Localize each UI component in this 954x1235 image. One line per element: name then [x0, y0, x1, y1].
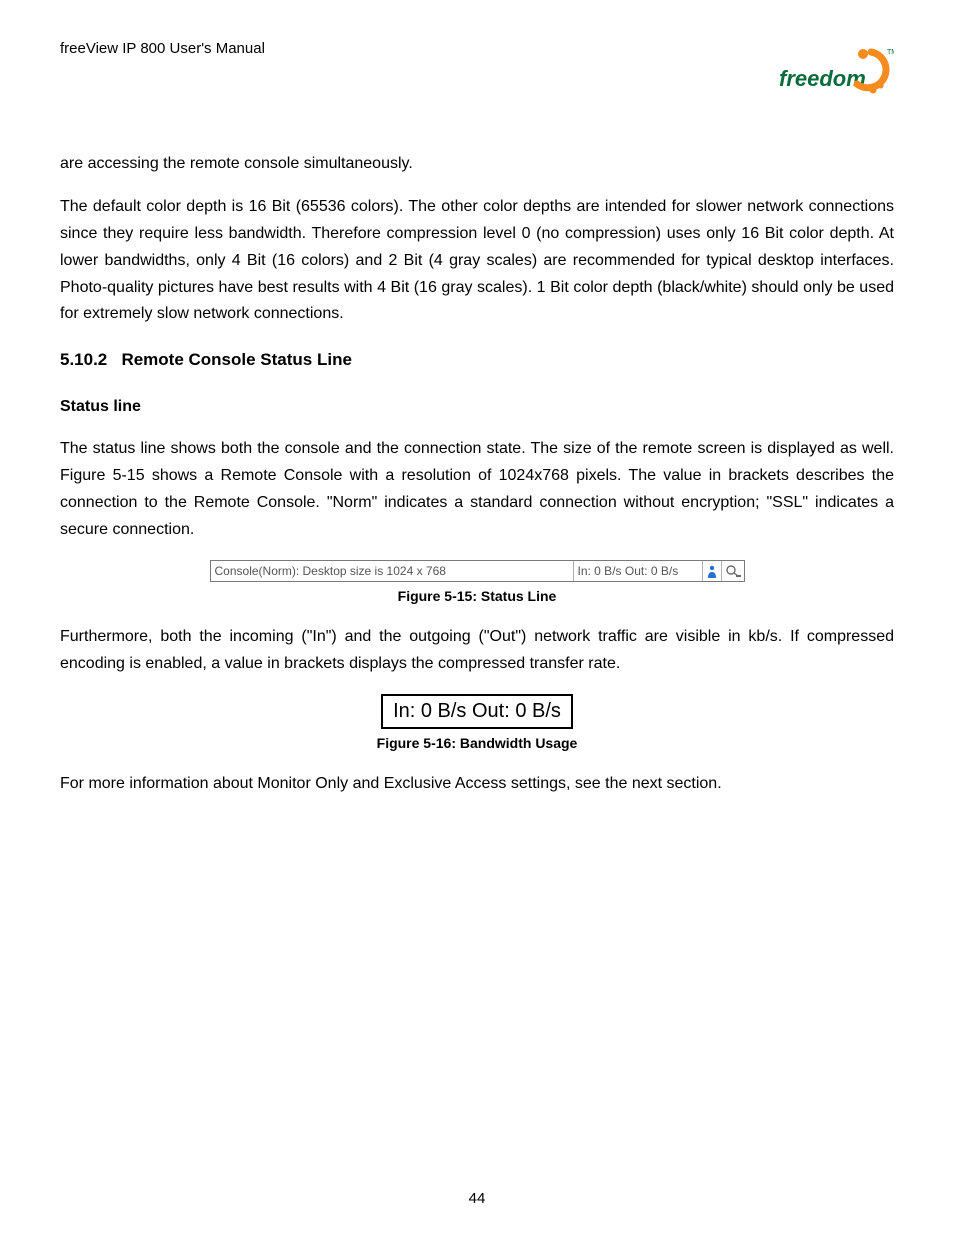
- paragraph-traffic-desc: Furthermore, both the incoming ("In") an…: [60, 624, 894, 678]
- freedom9-logo: freedom TM: [779, 46, 894, 103]
- status-console-info: Console(Norm): Desktop size is 1024 x 76…: [211, 561, 574, 581]
- status-bandwidth: In: 0 B/s Out: 0 B/s: [574, 561, 703, 581]
- user-blue-icon: [703, 561, 722, 581]
- bandwidth-box: In: 0 B/s Out: 0 B/s: [381, 694, 573, 729]
- page-header: freeView IP 800 User's Manual freedom TM: [60, 38, 894, 103]
- figure-5-15-caption: Figure 5-15: Status Line: [60, 588, 894, 604]
- paragraph-continuation: are accessing the remote console simulta…: [60, 151, 894, 178]
- document-title: freeView IP 800 User's Manual: [60, 40, 265, 57]
- section-heading: 5.10.2 Remote Console Status Line: [60, 350, 894, 370]
- logo-text: freedom: [779, 66, 866, 91]
- magnifier-icon: [722, 561, 744, 581]
- figure-5-16-caption: Figure 5-16: Bandwidth Usage: [60, 735, 894, 751]
- figure-5-16: In: 0 B/s Out: 0 B/s Figure 5-16: Bandwi…: [60, 694, 894, 751]
- section-number: 5.10.2: [60, 350, 107, 369]
- page-container: freeView IP 800 User's Manual freedom TM…: [0, 0, 954, 1235]
- page-number: 44: [0, 1190, 954, 1207]
- paragraph-status-line-desc: The status line shows both the console a…: [60, 436, 894, 544]
- status-bar: Console(Norm): Desktop size is 1024 x 76…: [210, 560, 745, 582]
- logo-tm: TM: [887, 49, 894, 56]
- paragraph-color-depth: The default color depth is 16 Bit (65536…: [60, 194, 894, 328]
- paragraph-more-info: For more information about Monitor Only …: [60, 771, 894, 798]
- section-title: Remote Console Status Line: [121, 350, 351, 369]
- sub-heading-status-line: Status line: [60, 398, 894, 416]
- figure-5-15: Console(Norm): Desktop size is 1024 x 76…: [60, 560, 894, 604]
